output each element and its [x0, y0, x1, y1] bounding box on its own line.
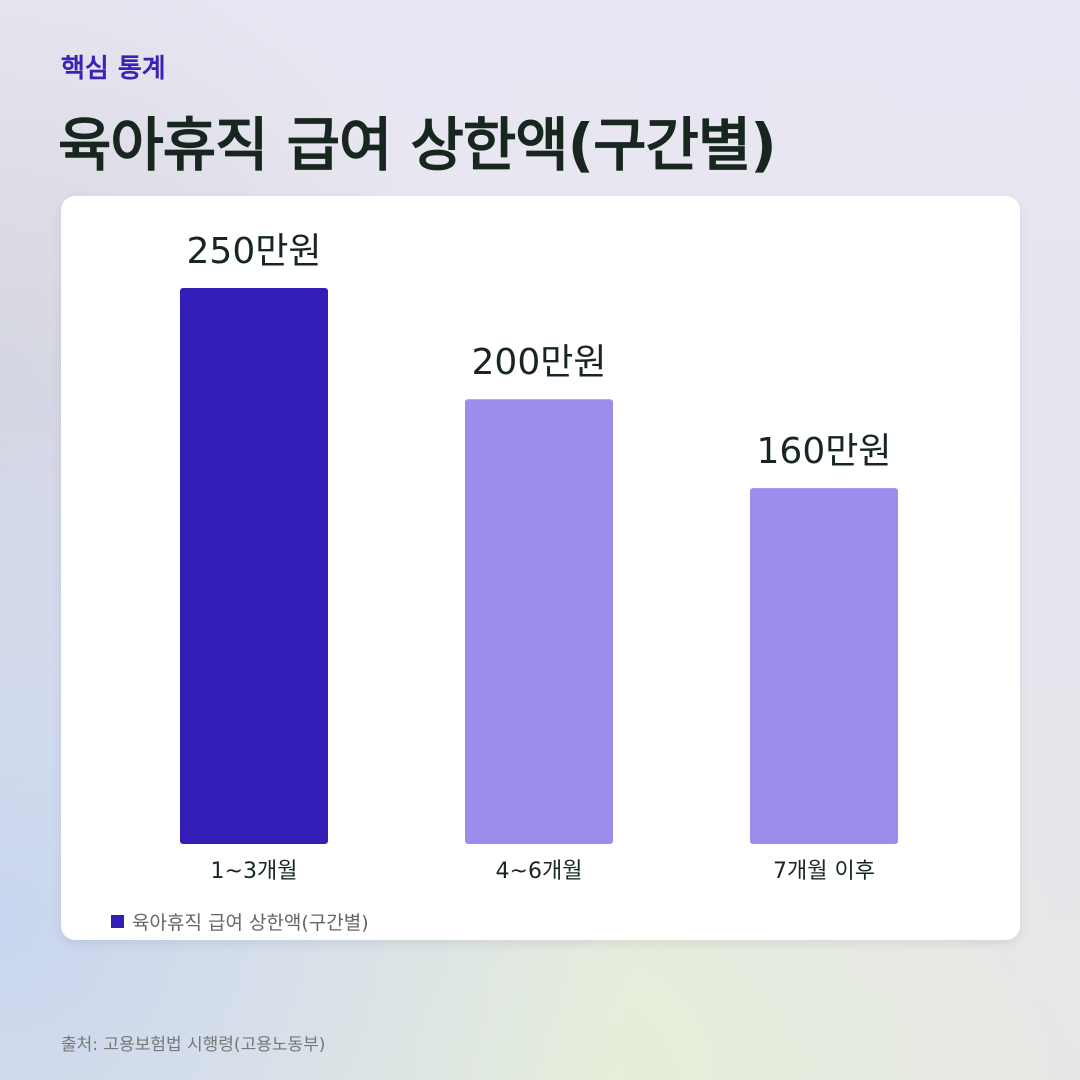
bar-chart: 250만원 1~3개월 200만원 4~6개월 160만원 7개월 이후 [180, 231, 898, 884]
legend-label: 육아휴직 급여 상한액(구간별) [132, 912, 369, 934]
data-label-2: 200만원 [472, 342, 607, 383]
x-tick-label-3: 7개월 이후 [773, 859, 875, 884]
x-tick-label-1: 1~3개월 [211, 859, 298, 884]
legend-swatch [111, 915, 124, 928]
x-tick-label-2: 4~6개월 [496, 859, 583, 884]
bar-3 [750, 488, 898, 844]
chart-card: 250만원 1~3개월 200만원 4~6개월 160만원 7개월 이후 육아휴직 급여 … [61, 196, 1020, 940]
data-label-3: 160만원 [757, 431, 892, 472]
kicker-label: 핵심 통계 [61, 54, 166, 84]
source-note: 출처: 고용보험법 시행령(고용노동부) [61, 1035, 326, 1055]
data-label-1: 250만원 [187, 231, 322, 272]
bar-1 [180, 288, 328, 844]
page-title: 육아휴직 급여 상한액(구간별) [58, 111, 777, 179]
chart-legend: 육아휴직 급여 상한액(구간별) [111, 908, 369, 935]
bar-2 [465, 399, 613, 844]
